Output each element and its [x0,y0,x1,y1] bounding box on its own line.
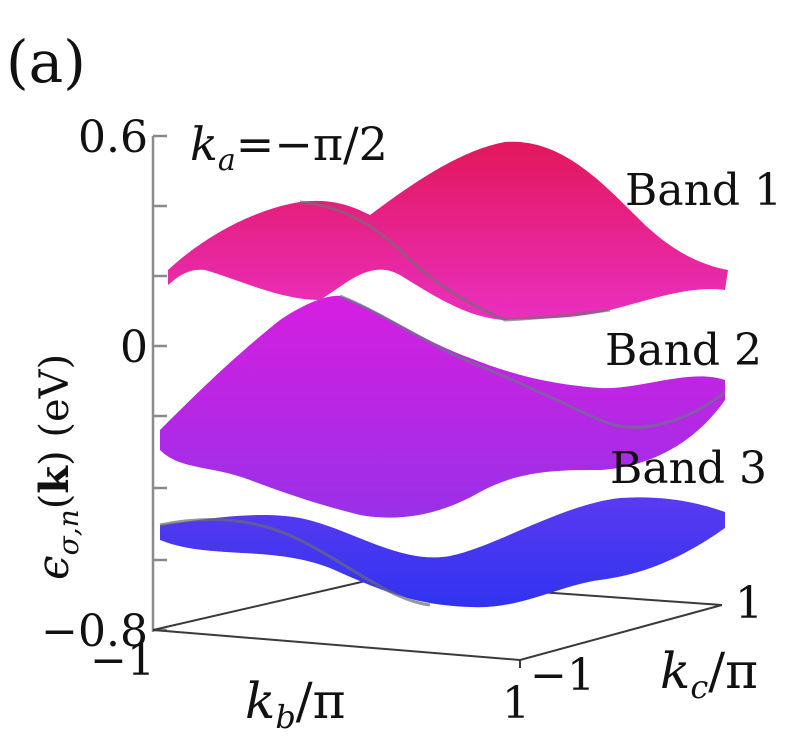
chart-title: ka=−π/2 [190,117,388,178]
band-3-label: Band 3 [610,443,767,494]
z-axis-label: ϵσ,n(k) (eV) [28,354,85,580]
x-tick-label: 1 [502,678,530,729]
band-1-label: Band 1 [625,165,782,216]
band-2-ridge [339,294,726,429]
band-3-ridge [159,518,431,607]
z-tick-label: 0.6 [78,112,148,163]
x-axis-label: kb/π [245,672,346,736]
band-1-surface [168,141,728,320]
y-tick-label: −1 [530,650,595,701]
band-2-label: Band 2 [605,325,762,376]
y-tick-label: 1 [735,578,763,629]
band-1-ridge [299,200,611,322]
z-axis: 0.6 0 −0.8 ϵσ,n(k) (eV) [28,112,167,657]
y-axis-label: kc/π [660,642,758,706]
band-2-surface [160,295,725,518]
z-tick-label: 0 [120,322,148,373]
z-tick-label: −0.8 [41,606,148,657]
band-surfaces [159,141,728,608]
x-tick-label: −1 [90,635,155,686]
band-3-surface [160,497,725,608]
panel-label: (a) [6,28,86,96]
